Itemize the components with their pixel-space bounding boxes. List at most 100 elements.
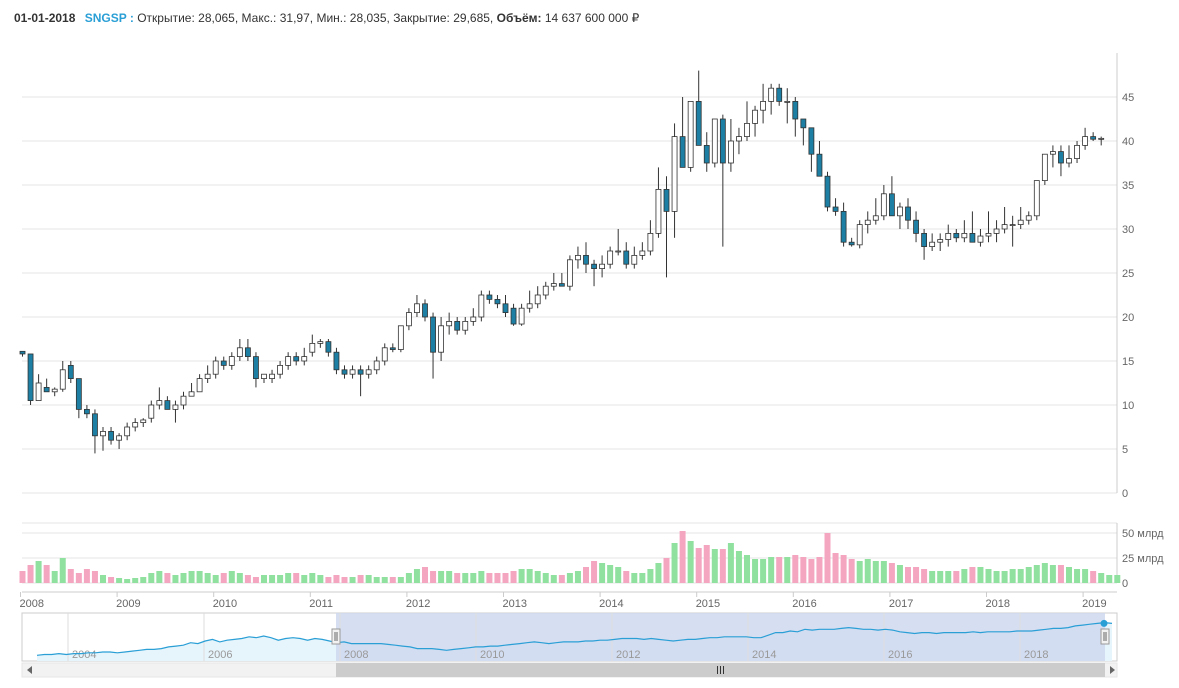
- candle-body: [269, 373, 275, 380]
- candle-body: [631, 254, 638, 265]
- candle-body: [567, 259, 573, 287]
- volume-bar: [285, 573, 292, 583]
- volume-bar: [438, 571, 445, 583]
- volume-bar: [220, 573, 227, 583]
- volume-bar: [1114, 575, 1121, 583]
- price-y-tick-label: 0: [1122, 488, 1128, 500]
- candle-body: [679, 136, 686, 168]
- candle-body: [647, 232, 654, 252]
- price-y-axis: 0 5 10 15 20 25 30 35 40 45: [1116, 53, 1134, 500]
- candle-body: [985, 232, 992, 237]
- scroll-left-arrow-icon[interactable]: [27, 666, 32, 674]
- volume-bar: [164, 573, 171, 583]
- x-tick-label: 2008: [20, 598, 44, 610]
- navigator-tick-label: 2014: [752, 649, 776, 661]
- candle-body: [671, 136, 678, 212]
- candle-body: [639, 250, 646, 256]
- candle-body: [277, 364, 284, 375]
- volume-bar: [679, 531, 686, 583]
- candle-body: [1098, 137, 1105, 140]
- candle-body: [244, 347, 251, 357]
- volume-bar: [91, 571, 98, 583]
- candle-body: [977, 235, 984, 243]
- candle-body: [1025, 215, 1032, 221]
- candle-body: [317, 341, 324, 344]
- candle-body: [188, 391, 195, 397]
- candle-body: [792, 101, 799, 120]
- volume-bar: [985, 569, 992, 583]
- volume-bar: [59, 558, 66, 583]
- volume-bar: [301, 575, 308, 583]
- info-low-value: 28,035,: [349, 11, 390, 25]
- volume-bar: [405, 573, 412, 583]
- navigator-tick-label: 2018: [1024, 649, 1048, 661]
- candle-body: [373, 360, 380, 371]
- volume-bar: [792, 555, 799, 583]
- volume-series[interactable]: [19, 531, 1121, 583]
- volume-bar: [1017, 569, 1024, 583]
- volume-bar: [172, 575, 179, 583]
- volume-bar: [542, 573, 549, 583]
- volume-bar: [639, 573, 646, 583]
- candle-body: [558, 283, 565, 287]
- info-ticker[interactable]: SNGSP :: [84, 11, 134, 25]
- candle-body: [341, 369, 348, 375]
- volume-bar: [212, 575, 219, 583]
- navigator[interactable]: 2004 2006 2008 2010 2012 2014 2016 2018: [21, 612, 1118, 678]
- candle-body: [1033, 180, 1040, 217]
- candle-body: [43, 386, 50, 393]
- volume-bar: [116, 578, 123, 583]
- volume-bar: [454, 573, 461, 583]
- candle-body: [872, 215, 879, 221]
- volume-bar: [808, 559, 815, 583]
- candle-body: [784, 101, 791, 103]
- candle-body: [357, 369, 364, 375]
- volume-bar: [83, 569, 90, 583]
- volume-bar: [856, 561, 863, 583]
- candle-body: [856, 224, 863, 246]
- volume-bar: [695, 548, 702, 583]
- volume-bar: [744, 555, 750, 583]
- candle-body: [422, 303, 428, 318]
- candle-body: [1090, 136, 1097, 140]
- volume-bar: [413, 569, 420, 583]
- candlestick-series[interactable]: [19, 70, 1105, 454]
- candle-body: [542, 285, 549, 296]
- candle-body: [768, 87, 775, 102]
- candle-body: [502, 303, 509, 313]
- navigator-handle[interactable]: [1100, 628, 1110, 645]
- volume-bar: [35, 561, 42, 583]
- candle-body: [325, 341, 332, 353]
- volume-y-tick-label: 25 млрд: [1122, 553, 1164, 565]
- candle-body: [1050, 151, 1056, 155]
- candle-body: [808, 127, 815, 155]
- volume-bar: [75, 573, 82, 583]
- volume-bar: [1041, 563, 1048, 583]
- candle-body: [816, 153, 823, 177]
- volume-bar: [309, 573, 316, 583]
- candle-body: [575, 254, 581, 261]
- volume-y-tick-label: 0: [1122, 578, 1128, 590]
- volume-bar: [888, 563, 895, 583]
- candle-body: [414, 303, 420, 313]
- candle-body: [615, 250, 622, 253]
- x-tick-label: 2015: [696, 598, 720, 610]
- navigator-handle[interactable]: [331, 628, 341, 645]
- price-y-tick-label: 10: [1122, 400, 1134, 412]
- volume-bar: [1106, 575, 1113, 583]
- scroll-right-arrow-icon[interactable]: [1110, 666, 1115, 674]
- volume-bar: [824, 533, 831, 583]
- volume-y-axis: 0 25 млрд 50 млрд: [1116, 523, 1164, 590]
- x-tick-label: 2014: [599, 598, 623, 610]
- candle-body: [607, 250, 614, 265]
- volume-bar: [446, 571, 453, 583]
- volume-bar: [872, 561, 879, 583]
- candle-body: [148, 404, 155, 419]
- candle-body: [518, 307, 525, 325]
- candle-body: [961, 232, 968, 239]
- volume-bar: [607, 565, 614, 583]
- candle-body: [438, 325, 445, 353]
- volume-bar: [156, 571, 163, 583]
- candle-body: [663, 188, 670, 212]
